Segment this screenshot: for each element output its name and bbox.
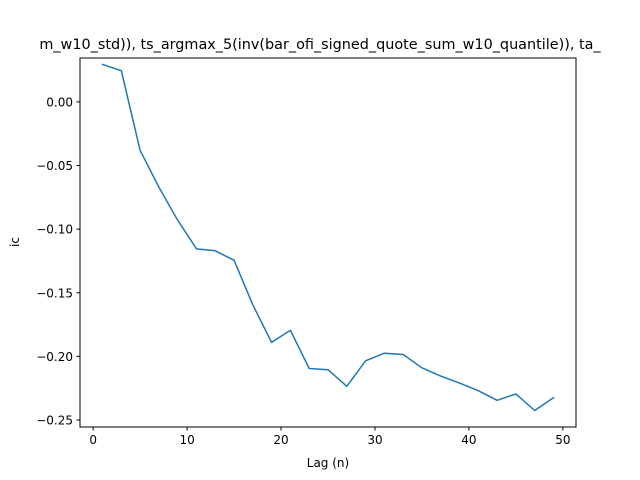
x-tick-label: 50	[555, 433, 570, 447]
x-tick-label: 10	[179, 433, 194, 447]
y-tick-label: 0.00	[46, 95, 73, 109]
x-axis: 0 10 20 30 40 50	[89, 427, 570, 447]
y-tick-label: −0.25	[36, 414, 73, 428]
y-tick-label: −0.20	[36, 350, 73, 364]
y-tick-label: −0.10	[36, 223, 73, 237]
axes-frame	[79, 57, 577, 428]
x-axis-label: Lag (n)	[307, 456, 349, 470]
y-axis-label: ic	[8, 237, 22, 247]
x-tick-label: 0	[89, 433, 97, 447]
x-tick-label: 30	[367, 433, 382, 447]
y-axis: 0.00 −0.05 −0.10 −0.15 −0.20 −0.25	[36, 95, 80, 428]
chart-title: m_w10_std)), ts_argmax_5(inv(bar_ofi_sig…	[39, 37, 601, 53]
plot-area	[79, 57, 577, 428]
x-tick-label: 40	[461, 433, 476, 447]
y-tick-label: −0.15	[36, 286, 73, 300]
y-tick-label: −0.05	[36, 159, 73, 173]
series-line-0	[101, 63, 555, 412]
x-tick-label: 20	[273, 433, 288, 447]
